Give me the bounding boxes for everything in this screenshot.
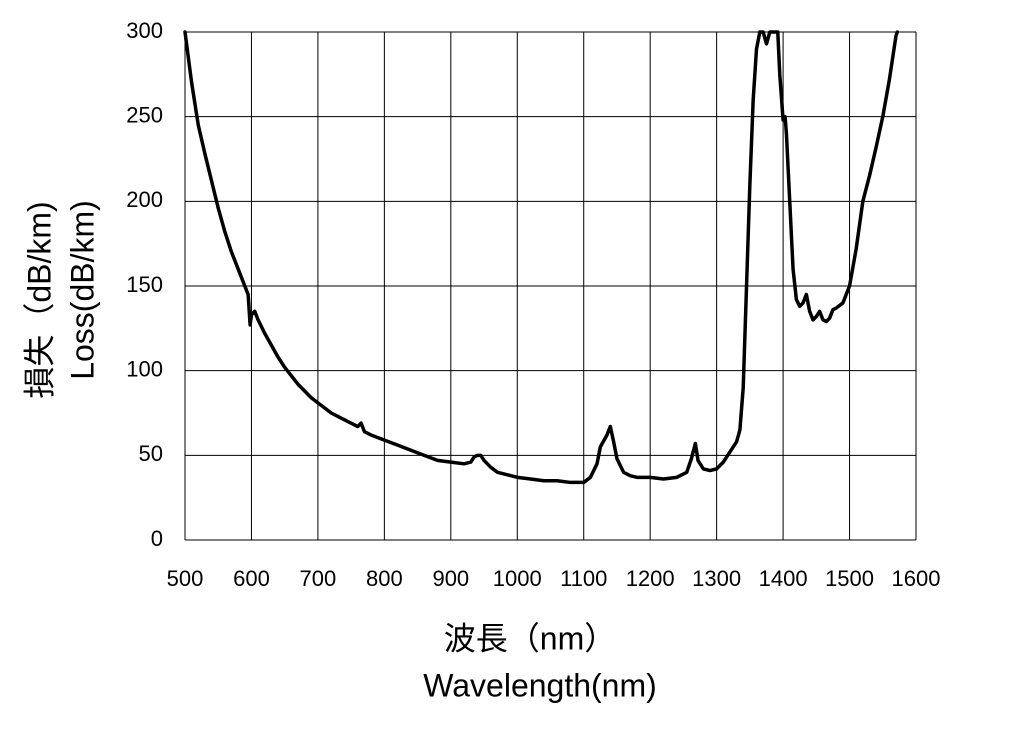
y-tick-label: 100 [126, 356, 163, 381]
x-tick-label: 900 [432, 566, 469, 591]
x-tick-label: 1000 [493, 566, 542, 591]
y-tick-label: 300 [126, 18, 163, 43]
y-axis-title: 損失（dB/km) Loss(dB/km) [21, 200, 100, 398]
x-tick-label: 1300 [692, 566, 741, 591]
x-tick-label: 1400 [759, 566, 808, 591]
y-axis-title-line: 損失（dB/km) [21, 201, 57, 398]
x-tick-label: 1200 [626, 566, 675, 591]
x-axis-title-line: 波長（nm） [444, 620, 616, 656]
y-tick-label: 200 [126, 187, 163, 212]
y-tick-label: 250 [126, 102, 163, 127]
x-tick-label: 500 [167, 566, 204, 591]
data-line [183, 30, 900, 485]
y-tick-label: 150 [126, 272, 163, 297]
y-axis-title-line: Loss(dB/km) [64, 200, 100, 380]
x-tick-label: 800 [366, 566, 403, 591]
x-tick-label: 600 [233, 566, 270, 591]
x-tick-label: 1600 [892, 566, 941, 591]
x-tick-label: 700 [300, 566, 337, 591]
x-axis-title-line: Wavelength(nm) [423, 667, 657, 703]
x-tick-label: 1100 [560, 566, 607, 591]
y-tick-label: 50 [139, 441, 163, 466]
x-tick-label: 1500 [825, 566, 874, 591]
y-tick-label: 0 [151, 526, 163, 551]
